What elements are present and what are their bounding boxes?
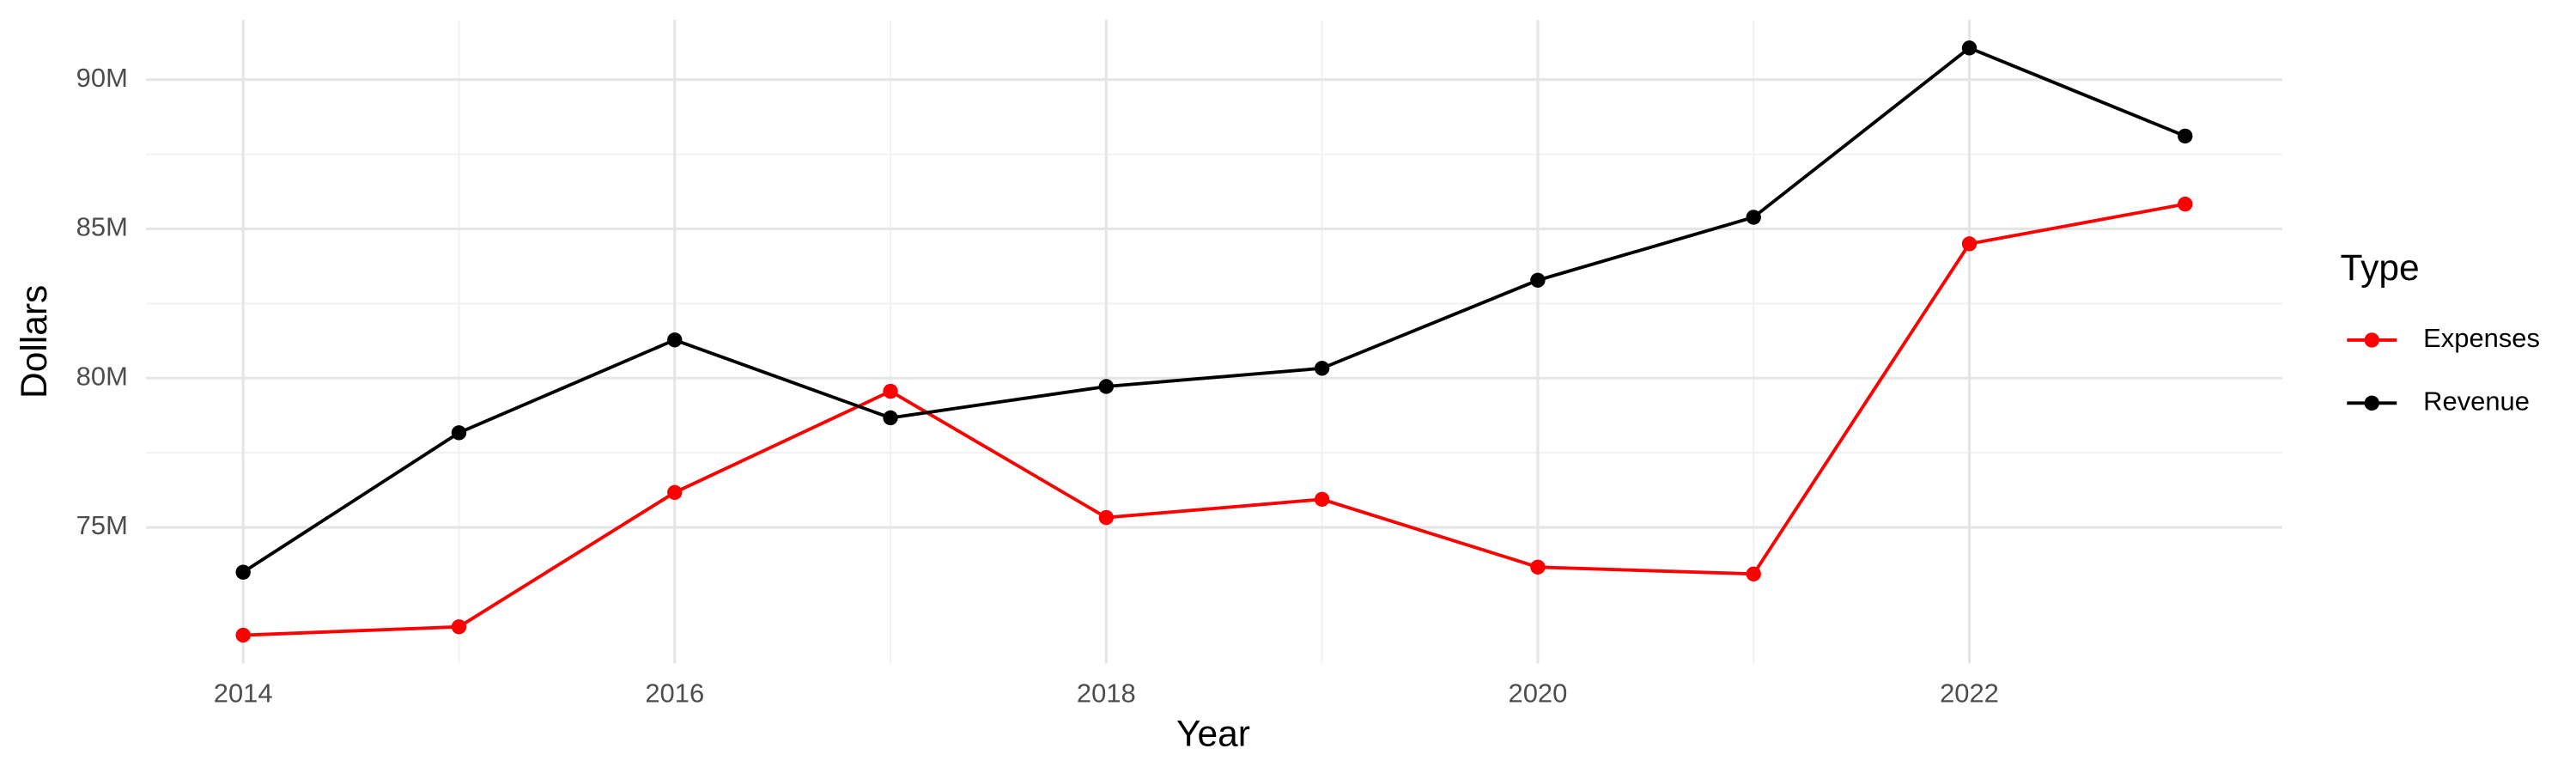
data-point [451,425,467,441]
data-point [1530,559,1546,575]
data-point [1961,236,1978,252]
data-point [235,627,251,643]
x-tick-label: 2016 [645,678,704,708]
data-point [1314,491,1330,508]
legend-label: Revenue [2423,386,2530,416]
data-point [2178,128,2193,144]
data-point [1746,566,1761,581]
legend-label: Expenses [2423,323,2540,353]
data-point [1098,379,1115,394]
x-tick-label: 2022 [1940,678,1999,708]
data-point [1961,40,1978,56]
y-tick-label: 80M [76,361,128,391]
data-point [883,410,898,426]
legend-key-point [2364,395,2379,411]
y-axis-title: Dollars [15,285,55,399]
data-point [667,332,683,348]
y-tick-label: 85M [76,212,128,242]
data-point [1530,272,1546,288]
data-point [1098,509,1115,526]
data-point [1314,361,1330,376]
y-tick-label: 90M [76,63,128,93]
data-point [2178,196,2193,212]
series-line [242,46,2186,574]
data-point [451,619,467,635]
legend-key-point [2364,332,2379,348]
x-tick-label: 2020 [1509,678,1568,708]
y-tick-label: 75M [76,510,128,540]
series-line [243,202,2186,637]
data-point [667,484,683,501]
legend-title: Type [2341,248,2420,289]
data-point [235,564,251,580]
x-tick-label: 2014 [214,678,273,708]
data-point [883,383,898,399]
x-axis-title: Year [1176,715,1250,755]
x-tick-label: 2018 [1077,678,1136,708]
data-point [1746,210,1761,225]
